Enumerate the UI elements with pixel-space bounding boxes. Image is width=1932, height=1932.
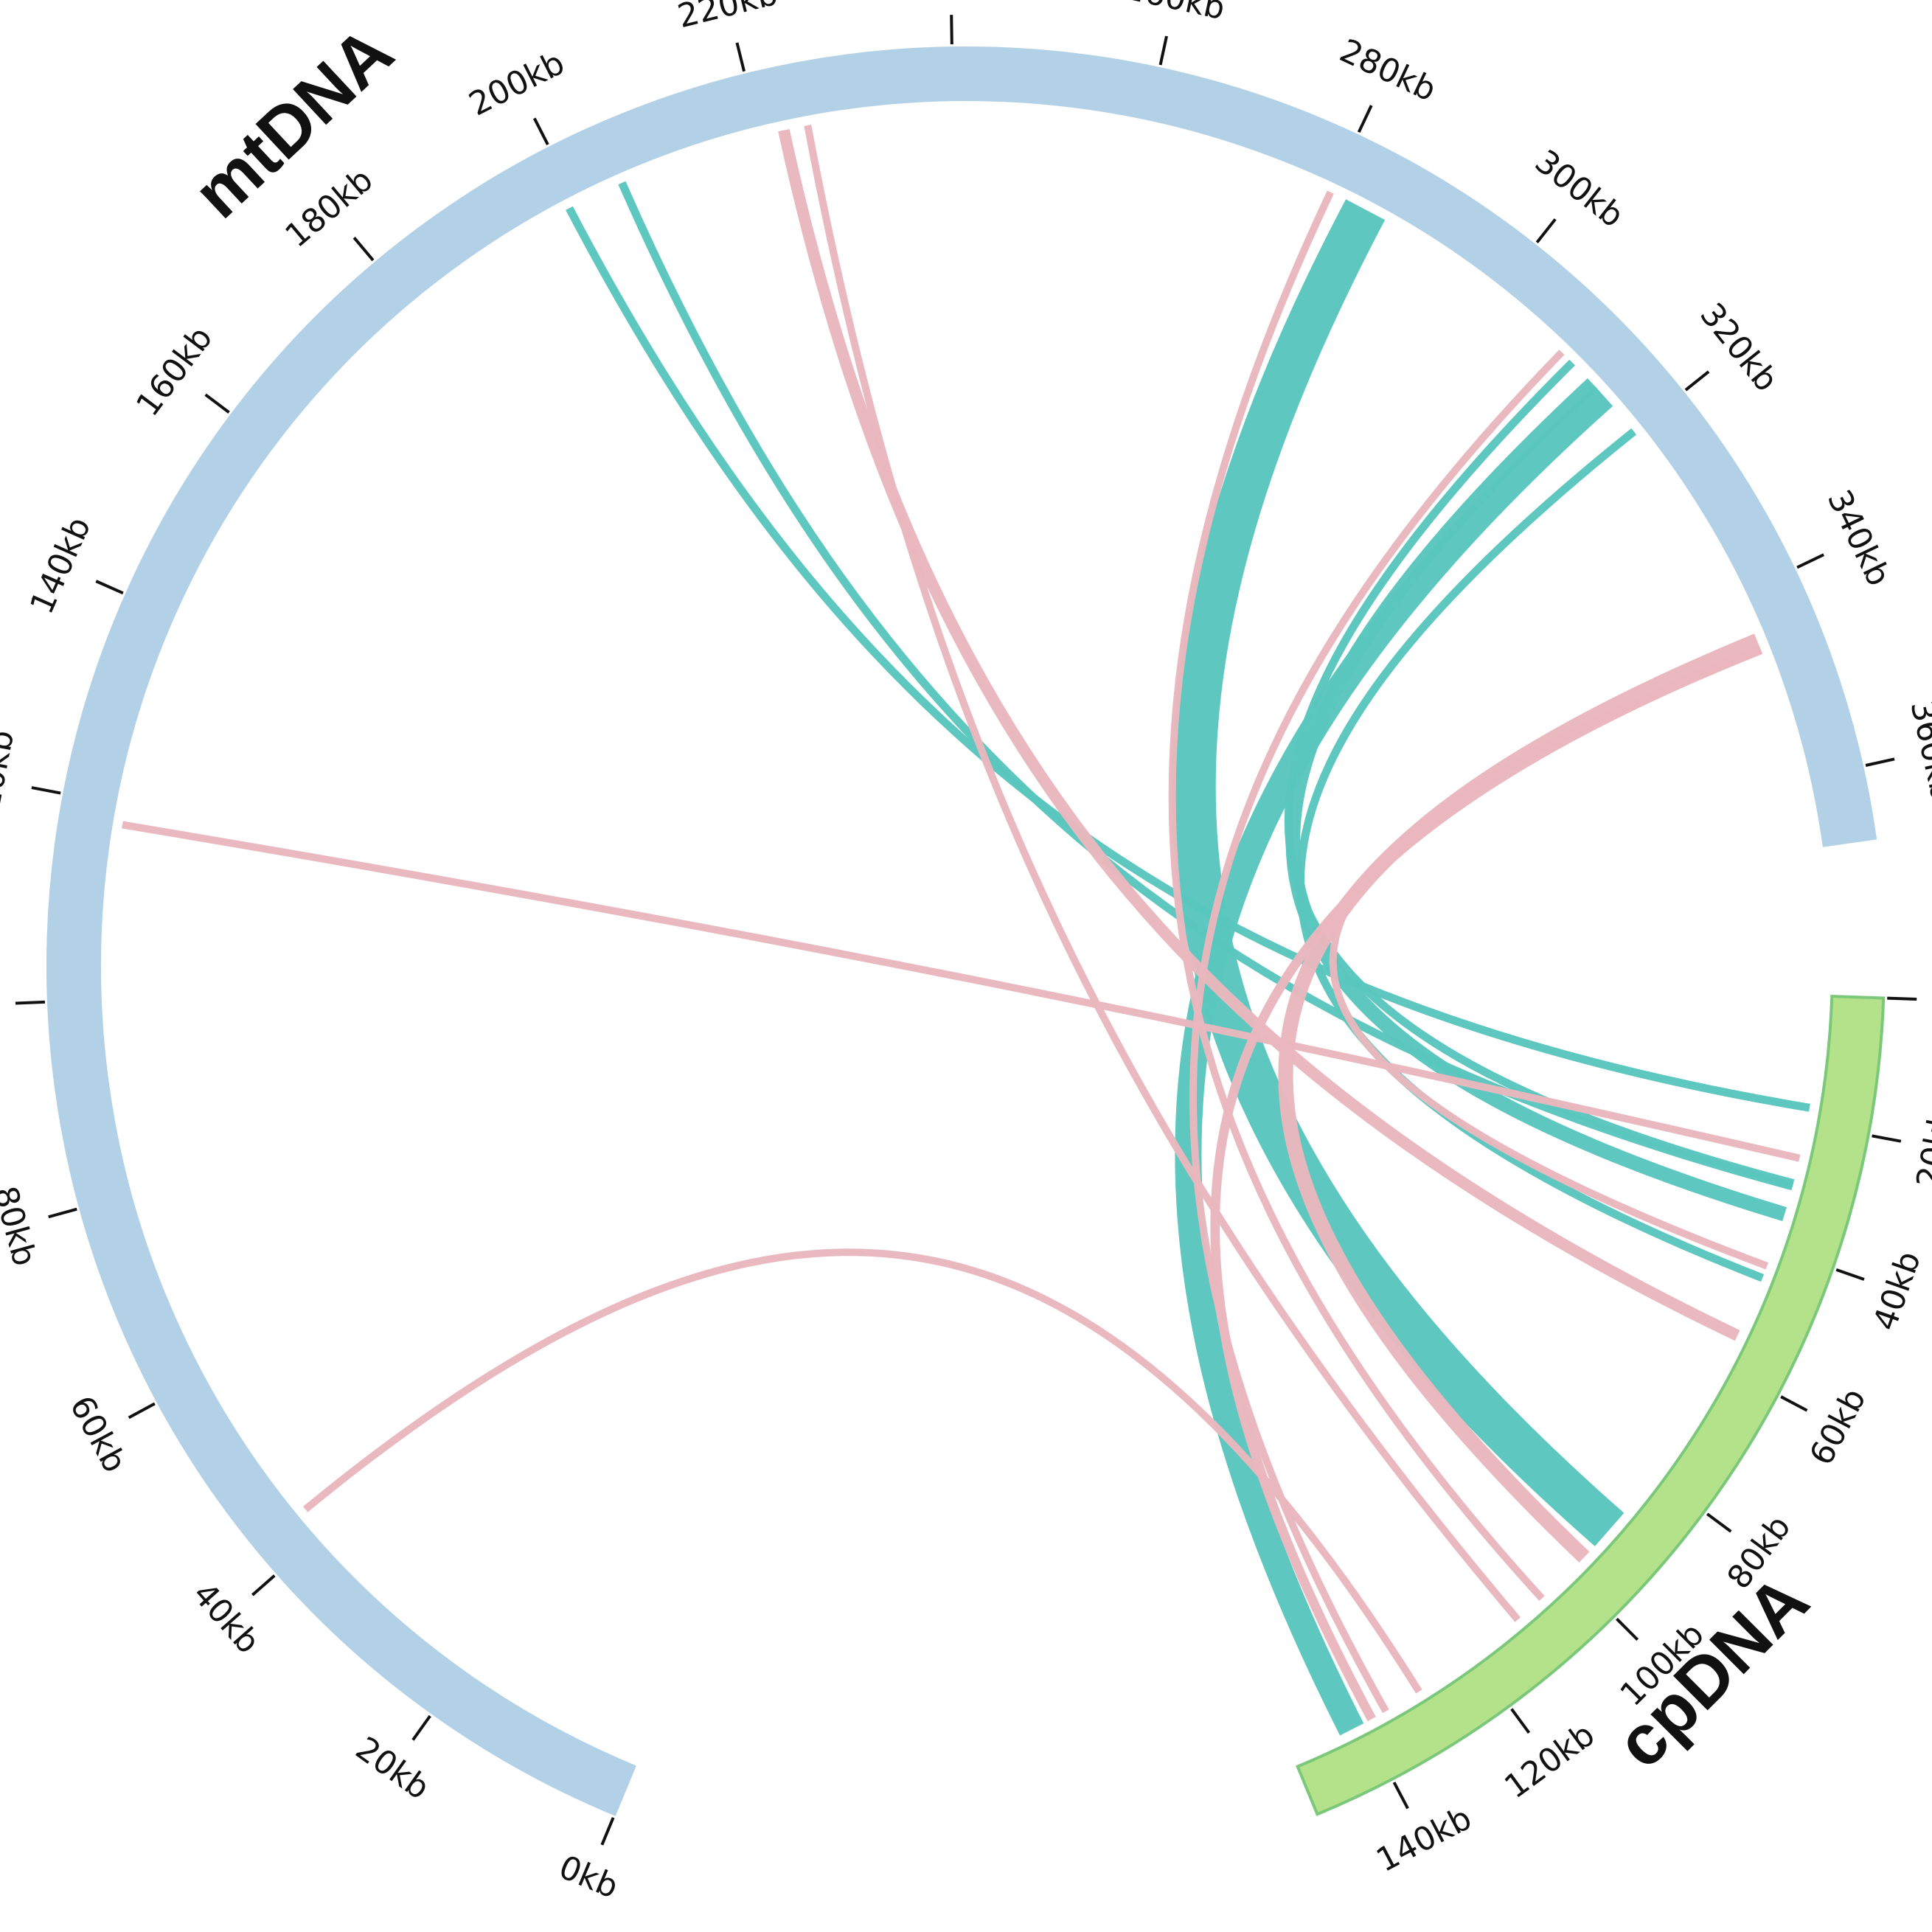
mt-tick-40: [251, 1574, 276, 1596]
cp-tick-120: [1510, 1708, 1531, 1734]
cp-tick-40: [1835, 1268, 1865, 1281]
cp-tick-20: [1872, 1134, 1902, 1143]
mt-tick-label-140: 140kb: [23, 512, 98, 619]
cp-tick-label-120: 120kb: [1498, 1716, 1602, 1806]
mt-tick-label-360: 360kb: [1903, 697, 1932, 804]
mt-tick-100: [15, 1000, 46, 1005]
mt-tick-280: [1357, 105, 1373, 133]
mt-tick-140: [95, 580, 124, 595]
cp-tick-140: [1392, 1782, 1409, 1810]
mt-tick-label-0: 0kb: [554, 1849, 624, 1906]
mt-tick-160: [204, 393, 230, 414]
link-reverse-15: [1329, 646, 1769, 1270]
mt-tick-label-20: 20kb: [349, 1730, 437, 1807]
mt-tick-label-300: 300kb: [1528, 143, 1630, 235]
cp-tick-60: [1780, 1395, 1808, 1412]
cp-tick-label-140: 140kb: [1370, 1799, 1477, 1880]
link-reverse-10: [804, 125, 1521, 1622]
mt-tick-label-340: 340kb: [1820, 484, 1897, 592]
mt-tick-label-120: 120kb: [0, 727, 21, 834]
chromosome-layer: [46, 46, 1886, 1816]
mt-tick-300: [1535, 218, 1557, 243]
mt-ideogram: [46, 46, 1877, 1816]
mt-tick-240: [950, 15, 953, 45]
mt-tick-340: [1796, 553, 1825, 569]
link-reverse-14: [1210, 645, 1763, 1722]
mtdna-label: mtDNA: [178, 12, 408, 233]
mt-tick-20: [411, 1714, 431, 1741]
link-reverse-11: [1168, 190, 1545, 1602]
cp-tick-100: [1616, 1617, 1639, 1641]
mt-tick-label-40: 40kb: [185, 1576, 267, 1661]
link-reverse-12: [1189, 350, 1565, 1714]
mt-tick-120: [31, 786, 61, 795]
mt-tick-label-160: 160kb: [129, 319, 220, 423]
mt-tick-label-320: 320kb: [1692, 296, 1785, 399]
mt-tick-200: [532, 117, 549, 145]
mt-tick-260: [1158, 35, 1168, 66]
link-layer: [122, 125, 1810, 1736]
cp-ideogram: [1296, 994, 1886, 1816]
mt-tick-320: [1684, 370, 1710, 392]
link-forward-6: [1296, 428, 1765, 1282]
link-forward-1: [618, 181, 1794, 1191]
mt-tick-80: [48, 1207, 77, 1219]
link-reverse-7: [122, 821, 1801, 1162]
link-forward-2: [1171, 199, 1625, 1546]
cp-tick-label-20: 20kb: [1909, 1105, 1932, 1191]
mt-tick-label-80: 80kb: [0, 1182, 44, 1270]
mt-tick-220: [735, 42, 746, 72]
cp-tick-label-40: 40kb: [1866, 1247, 1928, 1335]
mt-tick-label-280: 280kb: [1334, 32, 1442, 109]
mt-tick-0: [600, 1817, 615, 1846]
mt-tick-60: [128, 1402, 156, 1420]
mt-tick-label-220: 220kb: [674, 0, 782, 35]
mt-tick-label-60: 60kb: [62, 1390, 133, 1479]
link-reverse-9: [778, 128, 1740, 1341]
mt-tick-360: [1865, 757, 1895, 767]
cp-tick-0: [1887, 996, 1917, 1001]
mt-tick-label-100: 100kb: [0, 953, 1, 1056]
mt-tick-180: [352, 237, 375, 262]
cp-tick-label-60: 60kb: [1802, 1383, 1873, 1472]
cp-tick-80: [1706, 1512, 1732, 1533]
mt-tick-label-260: 260kb: [1122, 0, 1229, 27]
mt-tick-label-200: 200kb: [463, 44, 571, 124]
